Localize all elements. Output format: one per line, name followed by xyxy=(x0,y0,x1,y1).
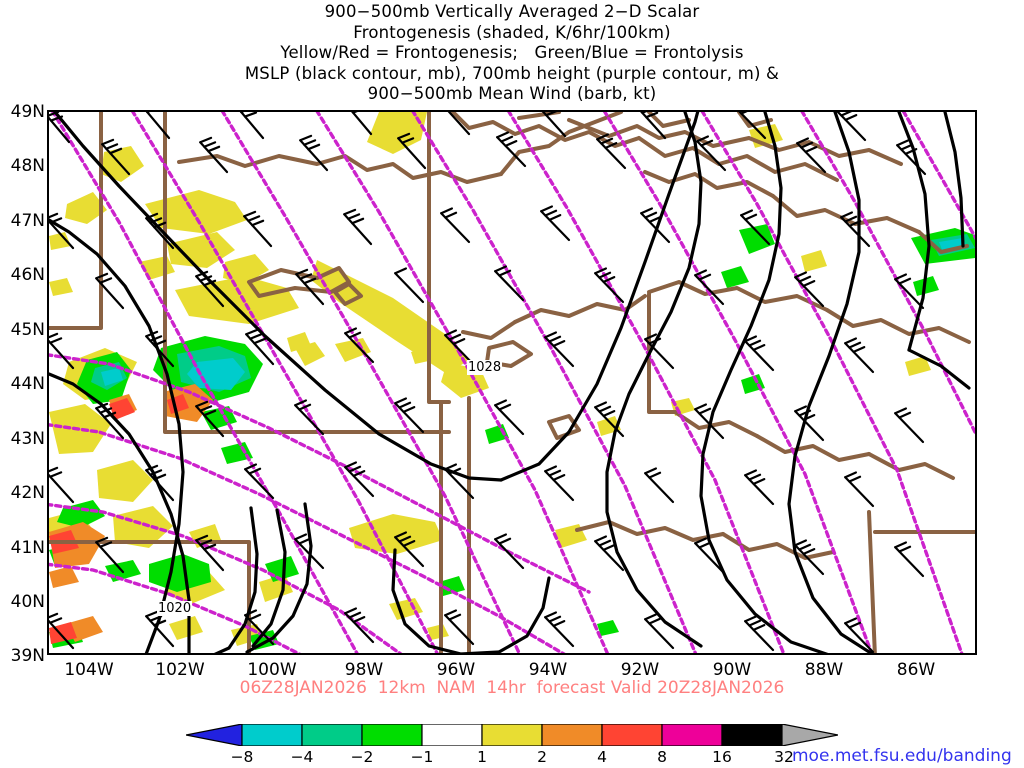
title-line-2: Frontogenesis (shaded, K/6hr/100km) xyxy=(353,22,671,42)
lat-tick-47N: 47N xyxy=(10,211,45,231)
cb-tick-32: 32 xyxy=(774,748,794,766)
lat-tick-49N: 49N xyxy=(10,102,45,122)
cb-tick-2: 2 xyxy=(537,748,547,766)
cb-tick--4: −4 xyxy=(290,748,314,766)
title-line-5: 900−500mb Mean Wind (barb, kt) xyxy=(367,84,657,103)
lat-tick-41N: 41N xyxy=(10,538,45,558)
lon-tick-90W: 90W xyxy=(712,660,752,680)
title-line-3: Yellow/Red = Frontogenesis; Green/Blue =… xyxy=(280,43,744,62)
lat-tick-48N: 48N xyxy=(10,156,45,176)
cb-tick-4: 4 xyxy=(597,748,607,766)
cb-tick-16: 16 xyxy=(712,748,732,766)
lon-tick-98W: 98W xyxy=(344,660,384,680)
map-canvas xyxy=(49,112,975,653)
geography-boundaries xyxy=(49,112,975,653)
mslp-contour-label-1028: 1028 xyxy=(467,360,503,375)
lat-tick-39N: 39N xyxy=(10,646,45,666)
mslp-contour-label-1020: 1020 xyxy=(157,601,193,616)
lat-tick-43N: 43N xyxy=(10,429,45,449)
figure-title: 900−500mb Vertically Averaged 2−D Scalar… xyxy=(0,2,1024,105)
cb-tick--2: −2 xyxy=(350,748,374,766)
cb-tick--8: −8 xyxy=(230,748,254,766)
mslp-contours xyxy=(49,112,971,653)
lon-tick-96W: 96W xyxy=(436,660,476,680)
lon-tick-102W: 102W xyxy=(155,660,205,680)
title-line-1: 900−500mb Vertically Averaged 2−D Scalar xyxy=(324,2,700,21)
lat-tick-42N: 42N xyxy=(10,483,45,503)
lon-tick-86W: 86W xyxy=(896,660,936,680)
title-line-4: MSLP (black contour, mb), 700mb height (… xyxy=(244,63,780,83)
cb-tick--1: −1 xyxy=(410,748,434,766)
lon-tick-88W: 88W xyxy=(804,660,844,680)
forecast-caption: 06Z28JAN2026 12km NAM 14hr forecast Vali… xyxy=(239,678,785,698)
lat-tick-45N: 45N xyxy=(10,320,45,340)
wind-barbs xyxy=(49,112,927,653)
lat-tick-44N: 44N xyxy=(10,374,45,394)
lon-tick-94W: 94W xyxy=(528,660,568,680)
map-plot-area[interactable]: 1028 1020 xyxy=(47,110,977,655)
colorbar[interactable] xyxy=(186,724,838,746)
lon-tick-104W: 104W xyxy=(64,660,114,680)
cb-tick-1: 1 xyxy=(477,748,487,766)
frontogenesis-shading xyxy=(49,112,975,650)
lat-tick-40N: 40N xyxy=(10,592,45,612)
cb-tick-8: 8 xyxy=(657,748,667,766)
site-watermark[interactable]: moe.met.fsu.edu/banding xyxy=(792,746,1012,766)
lat-tick-46N: 46N xyxy=(10,265,45,285)
lon-tick-92W: 92W xyxy=(620,660,660,680)
lon-tick-100W: 100W xyxy=(247,660,297,680)
